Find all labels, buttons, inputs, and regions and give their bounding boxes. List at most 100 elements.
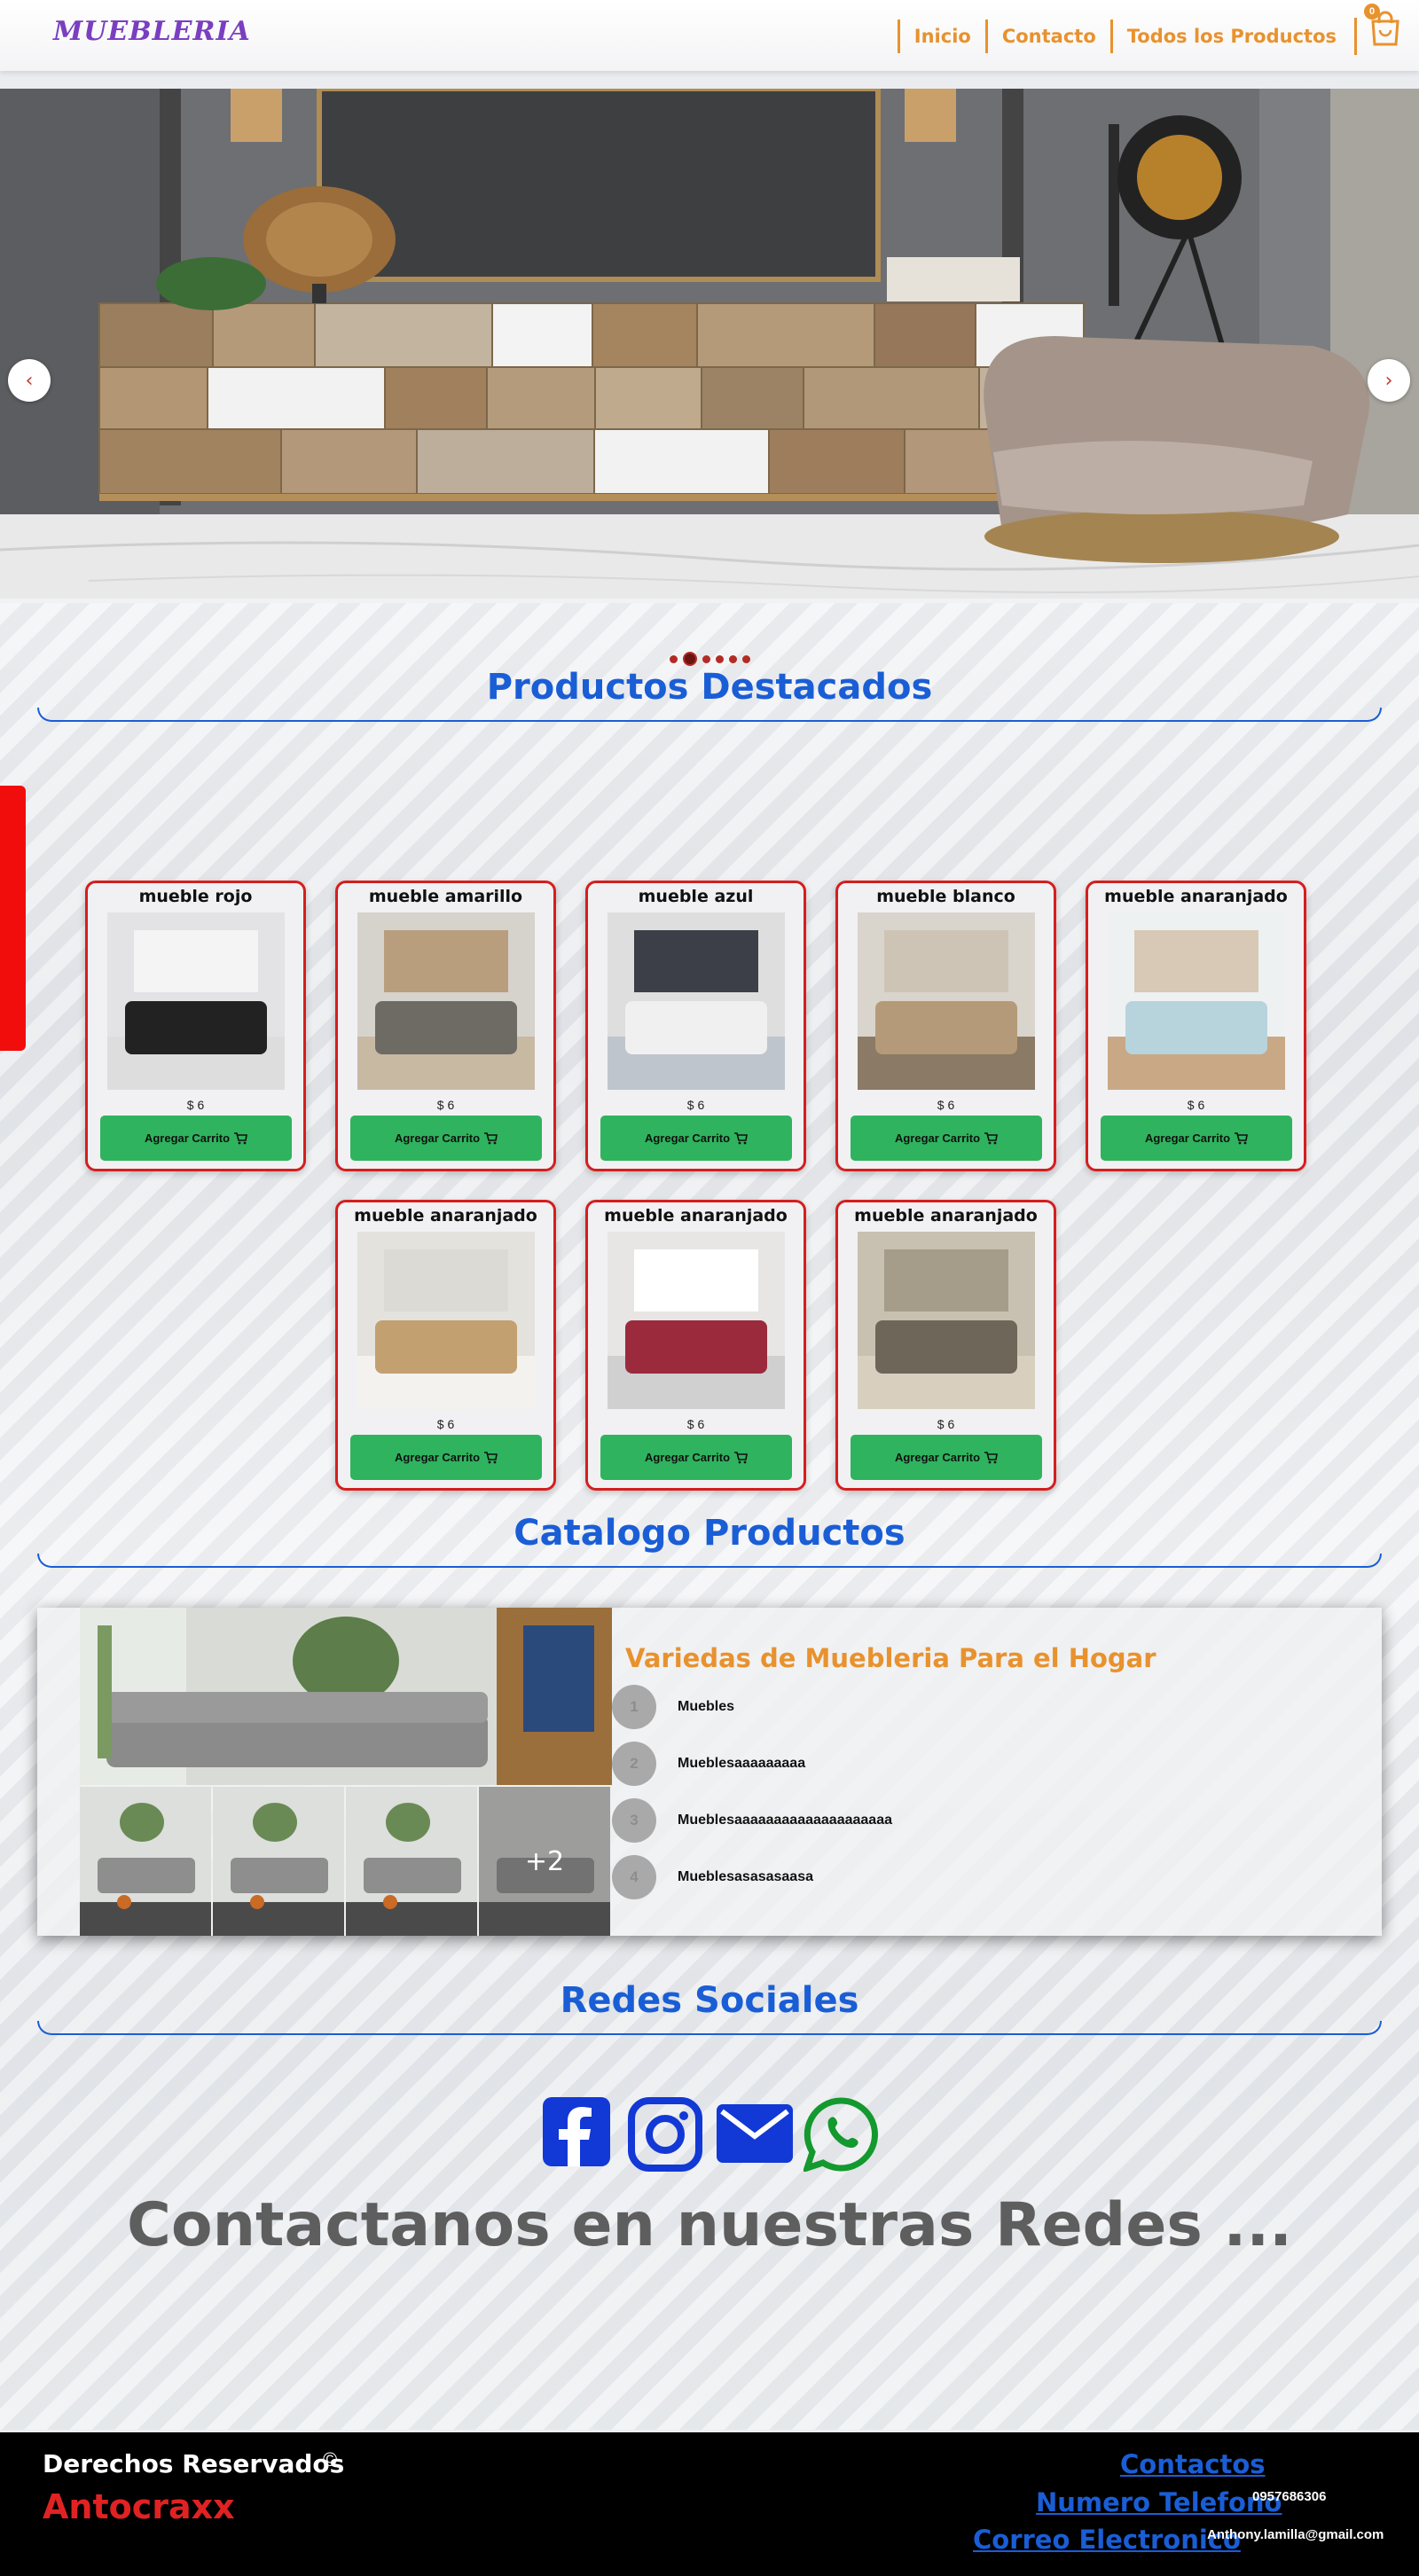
add-to-cart-button[interactable]: Agregar Carrito xyxy=(350,1116,542,1161)
product-image[interactable] xyxy=(107,912,285,1090)
carousel-dot[interactable] xyxy=(742,654,750,663)
carousel-next-button[interactable]: › xyxy=(1368,359,1410,402)
carousel-dot[interactable] xyxy=(729,654,737,663)
social-section-title: Redes Sociales xyxy=(560,1980,859,2021)
catalog-heading: Variedas de Muebleria Para el Hogar xyxy=(625,1643,1156,1673)
footer-brand: Antocraxx xyxy=(43,2487,235,2526)
hero-slide-image xyxy=(0,89,1419,599)
catalog-section-title: Catalogo Productos xyxy=(514,1513,905,1554)
product-image[interactable] xyxy=(357,1232,535,1409)
copyright-symbol: © xyxy=(323,2448,338,2470)
instagram-icon[interactable] xyxy=(628,2097,702,2176)
nav-divider xyxy=(1354,18,1357,55)
add-to-cart-button[interactable]: Agregar Carrito xyxy=(1101,1116,1292,1161)
catalog-list-item[interactable]: 2 Mueblesaaaaaaaaa xyxy=(612,1742,805,1786)
add-to-cart-button[interactable]: Agregar Carrito xyxy=(100,1116,292,1161)
nav-link-contacto[interactable]: Contacto xyxy=(984,20,1110,53)
footer-contacts-link[interactable]: Contactos xyxy=(1120,2449,1266,2479)
cart-button[interactable]: 0 xyxy=(1364,4,1403,51)
featured-title-underline xyxy=(37,708,1382,722)
product-price: $ 6 xyxy=(686,1417,705,1431)
carousel-prev-button[interactable]: ‹ xyxy=(8,359,51,402)
carousel-indicators xyxy=(670,652,750,666)
product-card: mueble rojo $ 6 Agregar Carrito xyxy=(85,881,306,1171)
cart-icon xyxy=(734,1451,748,1463)
catalog-main-image[interactable] xyxy=(80,1608,612,1785)
mail-icon[interactable] xyxy=(717,2104,793,2167)
cart-icon xyxy=(734,1131,748,1144)
footer-phone-link[interactable]: Numero Telefono xyxy=(1036,2487,1282,2517)
catalog-item-number: 4 xyxy=(612,1855,656,1899)
add-to-cart-button[interactable]: Agregar Carrito xyxy=(851,1435,1042,1480)
catalog-title-underline xyxy=(37,1554,1382,1568)
footer-rights: Derechos Reservados xyxy=(43,2449,345,2478)
product-name: mueble rojo xyxy=(138,887,253,906)
side-panel-tab[interactable] xyxy=(0,786,26,1051)
cart-icon xyxy=(484,1131,498,1144)
nav-links: Inicio Contacto Todos los Productos xyxy=(897,18,1357,55)
product-image[interactable] xyxy=(608,912,785,1090)
product-image[interactable] xyxy=(357,912,535,1090)
add-to-cart-button[interactable]: Agregar Carrito xyxy=(851,1116,1042,1161)
cart-icon xyxy=(234,1131,247,1144)
add-to-cart-label: Agregar Carrito xyxy=(894,1131,981,1145)
product-card: mueble anaranjado $ 6 Agregar Carrito xyxy=(835,1200,1056,1491)
catalog-panel: +2 Variedas de Muebleria Para el Hogar 1… xyxy=(37,1608,1382,1936)
product-card: mueble azul $ 6 Agregar Carrito xyxy=(585,881,806,1171)
whatsapp-icon[interactable] xyxy=(802,2097,878,2176)
product-price: $ 6 xyxy=(937,1098,955,1112)
product-name: mueble anaranjado xyxy=(1104,887,1288,906)
catalog-list-item[interactable]: 3 Mueblesaaaaaaaaaaaaaaaaaaaa xyxy=(612,1798,892,1843)
product-price: $ 6 xyxy=(186,1098,205,1112)
catalog-item-number: 2 xyxy=(612,1742,656,1786)
product-image[interactable] xyxy=(608,1232,785,1409)
add-to-cart-label: Agregar Carrito xyxy=(894,1451,981,1464)
catalog-item-number: 1 xyxy=(612,1685,656,1729)
add-to-cart-label: Agregar Carrito xyxy=(644,1451,731,1464)
cart-icon xyxy=(984,1451,998,1463)
add-to-cart-button[interactable]: Agregar Carrito xyxy=(600,1435,792,1480)
catalog-more-count: +2 xyxy=(479,1787,610,1936)
brand-logo[interactable]: MUEBLERIA xyxy=(53,16,251,47)
product-card: mueble amarillo $ 6 Agregar Carrito xyxy=(335,881,556,1171)
product-image[interactable] xyxy=(1108,912,1285,1090)
add-to-cart-label: Agregar Carrito xyxy=(644,1131,731,1145)
carousel-dot[interactable] xyxy=(702,654,710,663)
add-to-cart-button[interactable]: Agregar Carrito xyxy=(350,1435,542,1480)
catalog-thumb[interactable] xyxy=(80,1787,211,1936)
catalog-item-label: Mueblesasasasaasa xyxy=(678,1869,813,1884)
catalog-thumb[interactable] xyxy=(213,1787,344,1936)
facebook-icon[interactable] xyxy=(543,2097,610,2171)
catalog-list-item[interactable]: 1 Muebles xyxy=(612,1685,734,1729)
nav-link-todos-productos[interactable]: Todos los Productos xyxy=(1109,20,1351,53)
carousel-dot[interactable] xyxy=(716,654,724,663)
product-image[interactable] xyxy=(858,912,1035,1090)
catalog-thumb-more[interactable]: +2 xyxy=(479,1787,610,1936)
product-name: mueble anaranjado xyxy=(354,1206,537,1225)
product-card: mueble blanco $ 6 Agregar Carrito xyxy=(835,881,1056,1171)
catalog-item-label: Mueblesaaaaaaaaa xyxy=(678,1756,806,1771)
cart-icon xyxy=(484,1451,498,1463)
catalog-item-label: Muebles xyxy=(678,1699,735,1714)
product-name: mueble anaranjado xyxy=(854,1206,1038,1225)
catalog-list-item[interactable]: 4 Mueblesasasasaasa xyxy=(612,1855,813,1899)
social-title-underline xyxy=(37,2021,1382,2035)
contact-tagline: Contactanos en nuestras Redes ... xyxy=(126,2190,1292,2260)
footer-email-link[interactable]: Correo Electronico xyxy=(973,2525,1241,2555)
nav-link-inicio[interactable]: Inicio xyxy=(897,20,985,53)
catalog-thumb[interactable] xyxy=(346,1787,477,1936)
carousel-dot[interactable] xyxy=(670,654,678,663)
hero-carousel xyxy=(0,89,1419,599)
add-to-cart-label: Agregar Carrito xyxy=(394,1131,481,1145)
footer-phone-value: 0957686306 xyxy=(1252,2489,1327,2504)
product-card: mueble anaranjado $ 6 Agregar Carrito xyxy=(335,1200,556,1491)
product-name: mueble anaranjado xyxy=(604,1206,788,1225)
carousel-dot[interactable] xyxy=(683,652,697,666)
product-image[interactable] xyxy=(858,1232,1035,1409)
featured-section-title: Productos Destacados xyxy=(486,667,933,708)
add-to-cart-label: Agregar Carrito xyxy=(1144,1131,1231,1145)
add-to-cart-label: Agregar Carrito xyxy=(144,1131,231,1145)
cart-icon xyxy=(984,1131,998,1144)
footer: Derechos Reservados © Antocraxx Contacto… xyxy=(0,2432,1419,2576)
add-to-cart-button[interactable]: Agregar Carrito xyxy=(600,1116,792,1161)
